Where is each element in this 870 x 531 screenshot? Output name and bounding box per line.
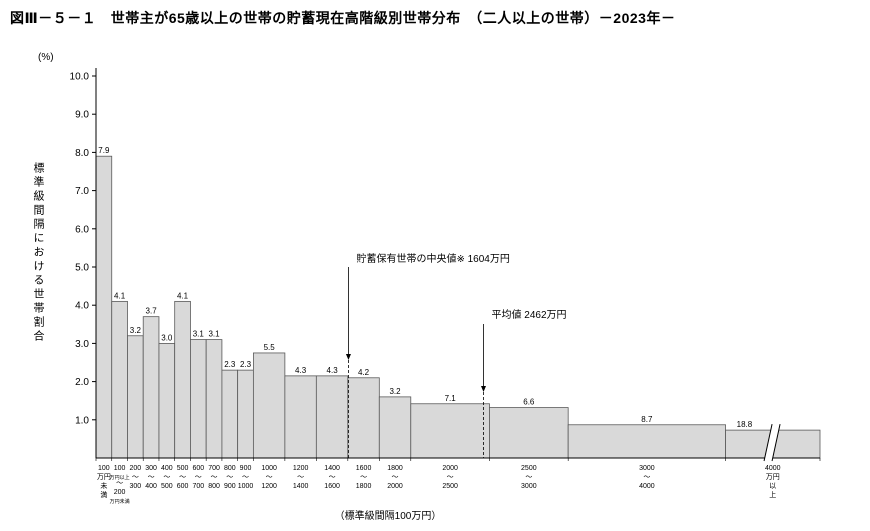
svg-text:平均値 2462万円: 平均値 2462万円 bbox=[491, 308, 566, 321]
svg-text:～: ～ bbox=[266, 474, 273, 481]
svg-text:～: ～ bbox=[132, 474, 139, 481]
svg-text:2.3: 2.3 bbox=[240, 360, 252, 369]
svg-text:3.2: 3.2 bbox=[389, 387, 401, 396]
svg-text:7.9: 7.9 bbox=[98, 146, 110, 155]
svg-text:600: 600 bbox=[192, 465, 204, 472]
svg-text:～: ～ bbox=[195, 474, 202, 481]
svg-text:7.0: 7.0 bbox=[75, 186, 89, 197]
svg-text:1200: 1200 bbox=[293, 465, 309, 472]
svg-text:1800: 1800 bbox=[387, 465, 403, 472]
svg-text:1000: 1000 bbox=[261, 465, 277, 472]
svg-text:4.1: 4.1 bbox=[177, 291, 189, 300]
svg-text:100: 100 bbox=[98, 465, 110, 472]
svg-text:300: 300 bbox=[130, 483, 142, 490]
svg-text:8.7: 8.7 bbox=[641, 415, 653, 424]
svg-text:貯蓄保有世帯の中央値※ 1604万円: 貯蓄保有世帯の中央値※ 1604万円 bbox=[356, 252, 509, 265]
svg-text:4.3: 4.3 bbox=[327, 366, 339, 375]
svg-text:1200: 1200 bbox=[261, 483, 277, 490]
svg-text:～: ～ bbox=[447, 474, 454, 481]
svg-text:10.0: 10.0 bbox=[70, 72, 90, 83]
svg-text:万円以上: 万円以上 bbox=[110, 474, 130, 481]
svg-text:万円: 万円 bbox=[766, 473, 780, 481]
svg-text:3.2: 3.2 bbox=[130, 326, 142, 335]
svg-text:700: 700 bbox=[208, 465, 220, 472]
svg-text:3000: 3000 bbox=[521, 483, 537, 490]
svg-text:1600: 1600 bbox=[356, 465, 372, 472]
svg-text:万円未満: 万円未満 bbox=[110, 498, 130, 505]
svg-text:4.2: 4.2 bbox=[358, 368, 370, 377]
svg-text:2.0: 2.0 bbox=[75, 377, 89, 388]
svg-text:未: 未 bbox=[100, 481, 107, 490]
svg-text:～: ～ bbox=[226, 474, 233, 481]
svg-text:（標準級間隔100万円）: （標準級間隔100万円） bbox=[335, 509, 442, 522]
svg-text:8.0: 8.0 bbox=[75, 148, 89, 159]
svg-text:2500: 2500 bbox=[521, 465, 537, 472]
svg-text:4.0: 4.0 bbox=[75, 301, 89, 312]
svg-text:700: 700 bbox=[192, 483, 204, 490]
svg-text:400: 400 bbox=[161, 465, 173, 472]
svg-text:900: 900 bbox=[240, 465, 252, 472]
svg-text:～: ～ bbox=[297, 474, 304, 481]
svg-text:満: 満 bbox=[100, 491, 107, 499]
svg-text:4.1: 4.1 bbox=[114, 291, 126, 300]
svg-text:5.0: 5.0 bbox=[75, 263, 89, 274]
svg-text:800: 800 bbox=[208, 483, 220, 490]
svg-text:3.0: 3.0 bbox=[161, 333, 173, 342]
svg-text:2500: 2500 bbox=[442, 483, 458, 490]
svg-text:上: 上 bbox=[769, 490, 776, 499]
svg-text:1400: 1400 bbox=[324, 465, 340, 472]
svg-text:4000: 4000 bbox=[765, 465, 781, 472]
svg-text:2.3: 2.3 bbox=[224, 360, 236, 369]
svg-text:～: ～ bbox=[116, 480, 123, 487]
svg-text:～: ～ bbox=[179, 474, 186, 481]
chart-title: 図Ⅲ－５－１ 世帯主が65歳以上の世帯の貯蓄現在高階級別世帯分布 （二人以上の世… bbox=[10, 10, 676, 26]
svg-text:200: 200 bbox=[114, 489, 126, 496]
svg-text:3.0: 3.0 bbox=[75, 339, 89, 350]
svg-text:3.1: 3.1 bbox=[193, 330, 205, 339]
svg-text:4.3: 4.3 bbox=[295, 366, 307, 375]
svg-text:～: ～ bbox=[211, 474, 218, 481]
svg-text:6.0: 6.0 bbox=[75, 224, 89, 235]
svg-text:万円: 万円 bbox=[97, 473, 111, 481]
svg-text:2000: 2000 bbox=[387, 483, 403, 490]
svg-text:500: 500 bbox=[161, 483, 173, 490]
svg-text:～: ～ bbox=[360, 474, 367, 481]
y-axis-label: 標準級間隔における世帯割合 bbox=[32, 162, 44, 344]
svg-text:1.0: 1.0 bbox=[75, 415, 89, 426]
svg-text:以: 以 bbox=[769, 482, 776, 490]
svg-text:1600: 1600 bbox=[324, 483, 340, 490]
svg-text:4000: 4000 bbox=[639, 483, 655, 490]
svg-text:～: ～ bbox=[643, 474, 650, 481]
svg-text:～: ～ bbox=[163, 474, 170, 481]
svg-text:5.5: 5.5 bbox=[264, 343, 276, 352]
svg-text:600: 600 bbox=[177, 483, 189, 490]
svg-text:2000: 2000 bbox=[442, 465, 458, 472]
svg-text:800: 800 bbox=[224, 465, 236, 472]
svg-text:9.0: 9.0 bbox=[75, 110, 89, 121]
svg-text:18.8: 18.8 bbox=[737, 420, 753, 429]
svg-text:7.1: 7.1 bbox=[445, 394, 457, 403]
svg-text:900: 900 bbox=[224, 483, 236, 490]
svg-text:～: ～ bbox=[329, 474, 336, 481]
svg-text:300: 300 bbox=[145, 465, 157, 472]
svg-text:～: ～ bbox=[392, 474, 399, 481]
svg-text:(%): (%) bbox=[38, 52, 54, 63]
svg-text:3.7: 3.7 bbox=[146, 307, 158, 316]
svg-text:～: ～ bbox=[525, 474, 532, 481]
svg-text:6.6: 6.6 bbox=[523, 398, 535, 407]
svg-text:400: 400 bbox=[145, 483, 157, 490]
svg-text:～: ～ bbox=[148, 474, 155, 481]
svg-text:100: 100 bbox=[114, 465, 126, 472]
svg-text:3.1: 3.1 bbox=[208, 330, 220, 339]
svg-text:～: ～ bbox=[242, 474, 249, 481]
svg-text:3000: 3000 bbox=[639, 465, 655, 472]
svg-text:500: 500 bbox=[177, 465, 189, 472]
svg-text:1800: 1800 bbox=[356, 483, 372, 490]
svg-text:1400: 1400 bbox=[293, 483, 309, 490]
svg-text:200: 200 bbox=[130, 465, 142, 472]
svg-text:1000: 1000 bbox=[238, 483, 254, 490]
